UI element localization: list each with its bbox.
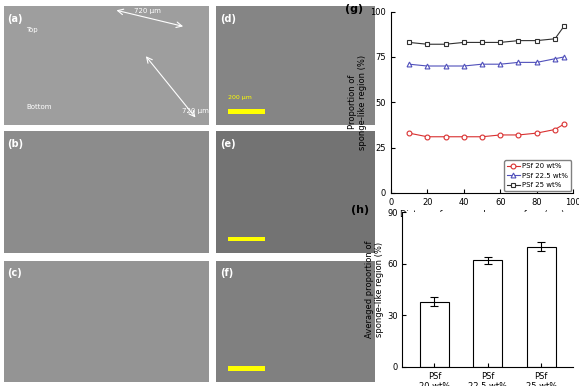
Bar [228,366,265,371]
PSf 25 wt% [560,24,567,29]
PSf 22.5 wt% [442,64,449,68]
Text: (e): (e) [220,139,236,149]
Y-axis label: Proportion of
sponge-like region (%): Proportion of sponge-like region (%) [348,55,368,150]
PSf 25 wt% [552,37,559,41]
X-axis label: Distance from membrane surface (μm): Distance from membrane surface (μm) [400,210,564,218]
Bar [216,261,375,382]
Bar [228,237,265,241]
Bar [4,6,208,125]
PSf 20 wt% [460,134,467,139]
PSf 22.5 wt% [515,60,522,65]
PSf 25 wt% [442,42,449,47]
Line: PSf 20 wt%: PSf 20 wt% [406,122,566,139]
Text: (g): (g) [345,4,364,14]
Bar [4,261,208,382]
Text: 720 μm: 720 μm [182,108,209,114]
PSf 25 wt% [405,40,412,45]
PSf 20 wt% [405,131,412,135]
Bar [216,131,375,253]
PSf 20 wt% [497,133,504,137]
Bar [4,131,208,253]
PSf 25 wt% [497,40,504,45]
Y-axis label: Averaged proportion of
sponge-like region (%): Averaged proportion of sponge-like regio… [365,241,384,338]
Text: (f): (f) [220,268,233,278]
Text: (b): (b) [8,139,24,149]
Line: PSf 22.5 wt%: PSf 22.5 wt% [406,54,566,68]
PSf 20 wt% [552,127,559,132]
Bar [228,109,265,114]
Text: Bottom: Bottom [27,104,52,110]
PSf 25 wt% [478,40,485,45]
PSf 20 wt% [478,134,485,139]
PSf 22.5 wt% [497,62,504,66]
PSf 22.5 wt% [533,60,540,65]
PSf 22.5 wt% [560,54,567,59]
Bar [526,247,556,367]
PSf 25 wt% [533,38,540,43]
PSf 22.5 wt% [405,62,412,66]
Text: (a): (a) [8,14,23,24]
PSf 20 wt% [424,134,431,139]
Text: Top: Top [27,27,38,33]
PSf 22.5 wt% [424,64,431,68]
PSf 20 wt% [515,133,522,137]
PSf 20 wt% [560,122,567,126]
Text: (c): (c) [8,268,23,278]
PSf 22.5 wt% [478,62,485,66]
PSf 25 wt% [515,38,522,43]
Text: (d): (d) [220,14,236,24]
PSf 25 wt% [424,42,431,47]
Bar [473,260,503,367]
Text: 720 μm: 720 μm [134,8,162,14]
PSf 20 wt% [442,134,449,139]
PSf 20 wt% [533,131,540,135]
Bar [216,6,375,125]
PSf 25 wt% [460,40,467,45]
Legend: PSf 20 wt%, PSf 22.5 wt%, PSf 25 wt%: PSf 20 wt%, PSf 22.5 wt%, PSf 25 wt% [504,161,571,191]
PSf 22.5 wt% [552,56,559,61]
Bar [420,301,449,367]
Line: PSf 25 wt%: PSf 25 wt% [406,24,566,47]
PSf 22.5 wt% [460,64,467,68]
Text: (h): (h) [351,205,369,215]
Text: 200 μm: 200 μm [228,95,251,100]
